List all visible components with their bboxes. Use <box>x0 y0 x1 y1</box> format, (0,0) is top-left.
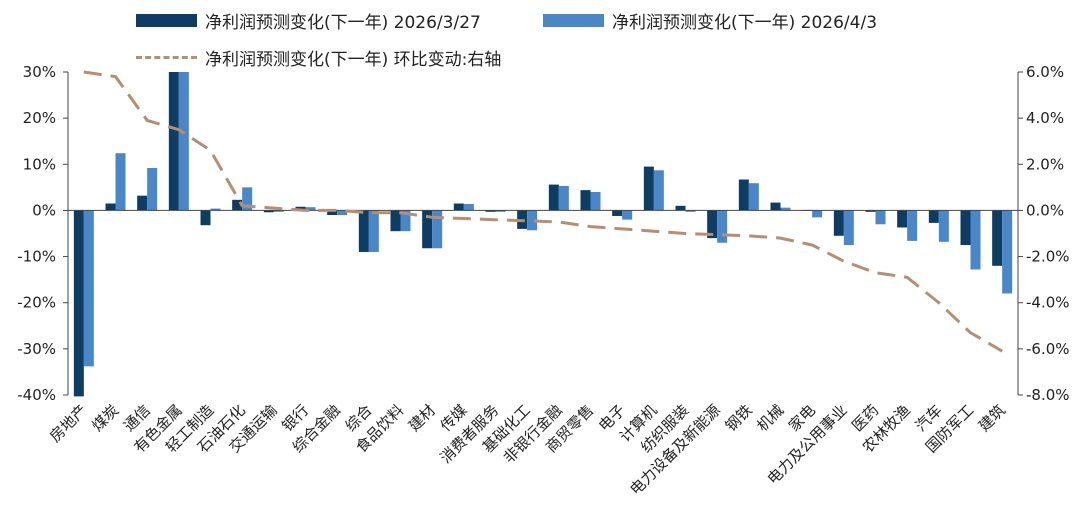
bar-series-2 <box>970 210 981 270</box>
legend-item-series-2: 净利润预测变化(下一年) 2026/4/3 <box>543 8 877 33</box>
bar-series-1 <box>770 202 781 211</box>
left-tick-label: -20% <box>17 294 56 312</box>
bar-series-2 <box>147 167 158 211</box>
bar-series-2 <box>622 210 633 220</box>
legend-swatch-series-3 <box>136 51 197 64</box>
right-tick-label: -4.0% <box>1026 294 1070 312</box>
legend-label-series-2: 净利润预测变化(下一年) 2026/4/3 <box>612 13 878 33</box>
bar-series-1 <box>928 210 939 223</box>
bar-series-1 <box>200 210 211 226</box>
bar-series-1 <box>612 210 623 216</box>
bar-series-2 <box>432 210 443 249</box>
category-label: 建筑 <box>975 401 1009 435</box>
category-label: 机械 <box>753 401 787 435</box>
bar-series-2 <box>115 153 126 211</box>
legend-swatch-series-1 <box>136 14 197 27</box>
category-label: 房地产 <box>46 401 91 446</box>
right-tick-label: 6.0% <box>1026 63 1064 81</box>
right-tick-label: 4.0% <box>1026 109 1064 127</box>
legend-item-series-1: 净利润预测变化(下一年) 2026/3/27 <box>136 8 481 33</box>
bar-series-1 <box>548 184 559 211</box>
bar-series-2 <box>400 210 411 232</box>
right-tick-label: 2.0% <box>1026 155 1064 173</box>
bar-series-1 <box>833 210 844 236</box>
legend-label-series-3: 净利润预测变化(下一年) 环比变动:右轴 <box>205 50 502 70</box>
right-tick-label: -6.0% <box>1026 340 1070 358</box>
left-tick-label: 20% <box>23 109 56 127</box>
bar-series-2 <box>210 208 221 211</box>
bar-series-2 <box>83 210 94 367</box>
bar-series-2 <box>717 210 728 243</box>
bar-series-2 <box>1002 210 1013 294</box>
bar-series-1 <box>643 166 654 211</box>
bar-series-1 <box>738 179 749 211</box>
category-label: 钢铁 <box>722 401 756 435</box>
legend-label-series-1: 净利润预测变化(下一年) 2026/3/27 <box>205 13 481 33</box>
bar-series-2 <box>242 187 253 211</box>
right-tick-label: 0.0% <box>1026 201 1064 219</box>
bar-series-1 <box>865 210 876 212</box>
left-tick-label: 0% <box>32 201 56 219</box>
bar-series-2 <box>685 210 696 212</box>
bar-series-2 <box>337 210 348 216</box>
bar-series-2 <box>558 185 569 211</box>
category-label: 建材 <box>405 401 439 435</box>
right-tick-label: -8.0% <box>1026 386 1070 404</box>
bar-series-1 <box>390 210 401 232</box>
bar-series-1 <box>263 210 274 213</box>
bar-series-2 <box>907 210 918 241</box>
bar-series-1 <box>105 203 116 211</box>
bar-series-1 <box>422 210 433 249</box>
bar-series-1 <box>453 203 464 211</box>
bar-series-1 <box>580 190 591 211</box>
bar-series-2 <box>178 72 189 211</box>
category-label: 煤炭 <box>88 401 122 435</box>
left-tick-label: -10% <box>17 248 56 266</box>
bar-series-1 <box>707 210 718 239</box>
bar-series-1 <box>675 205 686 211</box>
bar-series-2 <box>653 170 664 211</box>
bar-series-1 <box>232 199 243 211</box>
left-tick-label: 30% <box>23 63 56 81</box>
left-tick-label: -30% <box>17 340 56 358</box>
bar-series-1 <box>992 210 1003 266</box>
bar-series-1 <box>327 210 338 216</box>
bar-series-2 <box>780 207 791 211</box>
bar-series-2 <box>843 210 854 246</box>
bar-series-1 <box>897 210 908 228</box>
bar-series-1 <box>137 195 148 211</box>
bar-series-2 <box>812 210 823 218</box>
bar-series-1 <box>485 210 496 212</box>
bar-series-2 <box>305 207 316 211</box>
bar-series-2 <box>527 210 538 231</box>
bar-series-2 <box>463 203 474 211</box>
left-tick-label: -40% <box>17 386 56 404</box>
left-tick-label: 10% <box>23 155 56 173</box>
right-tick-label: -2.0% <box>1026 248 1070 266</box>
bar-series-1 <box>358 210 369 252</box>
bar-series-2 <box>368 210 379 252</box>
bar-series-2 <box>273 210 284 212</box>
bar-series-2 <box>495 210 506 212</box>
legend-swatch-series-2 <box>543 14 604 27</box>
bar-series-2 <box>938 210 949 242</box>
bar-series-2 <box>748 183 759 211</box>
dashed-line-series-3 <box>83 70 1003 353</box>
bar-series-1 <box>73 210 84 397</box>
bar-series-1 <box>960 210 971 246</box>
legend-item-series-3: 净利润预测变化(下一年) 环比变动:右轴 <box>136 45 501 70</box>
bar-series-1 <box>168 72 179 211</box>
bar-series-2 <box>590 191 601 211</box>
bar-series-2 <box>875 210 886 225</box>
